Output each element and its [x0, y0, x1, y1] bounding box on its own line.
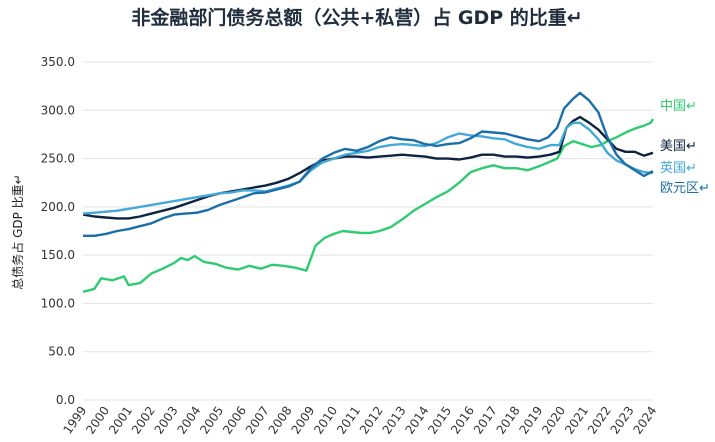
x-tick-label: 2024 [630, 404, 659, 437]
x-tick-label: 2018 [494, 404, 523, 437]
x-tick-label: 2002 [129, 404, 158, 437]
legend-entry: 中国↵ [660, 99, 697, 114]
x-tick-label: 2012 [357, 404, 386, 437]
x-tick-label: 2020 [539, 404, 568, 437]
series-line-1 [82, 115, 654, 220]
gridlines [83, 61, 653, 401]
x-tick-label: 2013 [380, 404, 409, 437]
x-tick-label: 2023 [608, 404, 637, 437]
series-line-0 [82, 118, 655, 293]
x-tick-label: 2015 [425, 404, 454, 437]
legend-entry: 美国↵ [660, 139, 697, 154]
y-axis-ticks: 0.0 50.0 100.0 150.0 200.0 250.0 300.0 350.0 [41, 55, 75, 407]
x-tick-label: 2010 [311, 404, 340, 437]
x-tick-label: 2011 [334, 404, 363, 437]
x-tick-label: 2003 [152, 404, 181, 437]
x-tick-label: 2014 [402, 404, 431, 437]
x-tick-label: 2021 [562, 404, 591, 437]
y-tick-label: 350.0 [41, 55, 75, 69]
legend-entry: 英国↵ [660, 161, 697, 176]
x-tick-label: 2008 [266, 404, 295, 437]
x-tick-label: 2017 [471, 404, 500, 437]
y-tick-label: 100.0 [41, 296, 75, 310]
y-tick-label: 50.0 [48, 345, 75, 359]
y-tick-label: 250.0 [41, 152, 75, 166]
y-tick-label: 150.0 [41, 248, 75, 262]
legend-entry: 欧元区↵ [660, 181, 710, 196]
x-axis-ticks: 1999200020012002200320042005200620072008… [60, 404, 659, 437]
y-axis-label: 总债务占 GDP 比重↵ [10, 174, 25, 289]
series-lines [82, 91, 655, 293]
x-tick-label: 2009 [288, 404, 317, 437]
x-tick-label: 2022 [585, 404, 614, 437]
y-tick-label: 200.0 [41, 200, 75, 214]
x-tick-label: 2000 [83, 404, 112, 437]
series-line-3 [83, 91, 654, 237]
series-line-2 [82, 121, 654, 215]
y-tick-label: 300.0 [41, 103, 75, 117]
x-tick-label: 2019 [516, 404, 545, 437]
legend: 中国↵ 美国↵ 英国↵ 欧元区↵ [660, 99, 710, 196]
x-tick-label: 1999 [60, 404, 89, 437]
x-tick-label: 2006 [220, 404, 249, 437]
x-tick-label: 2004 [174, 404, 203, 437]
y-tick-label: 0.0 [56, 393, 75, 407]
chart-title: 非金融部门债务总额（公共+私营）占 GDP 的比重↵ [131, 6, 582, 29]
x-tick-label: 2005 [197, 404, 226, 437]
x-tick-label: 2016 [448, 404, 477, 437]
x-tick-label: 2007 [243, 404, 272, 437]
x-tick-label: 2001 [106, 404, 135, 437]
